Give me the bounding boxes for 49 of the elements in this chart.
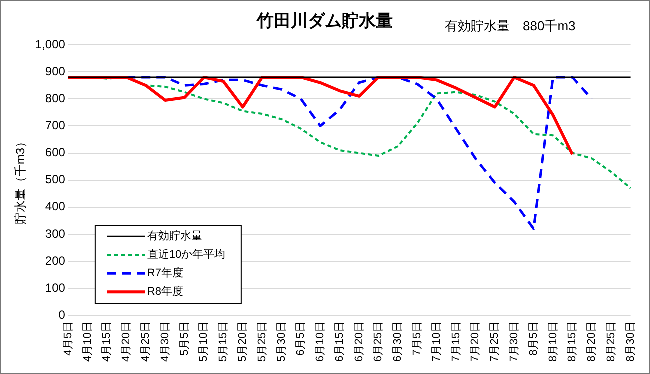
x-tick-label: 7月25日: [489, 322, 502, 362]
text: 有効貯水量 880千m3: [445, 18, 576, 34]
y-tick-label: 500: [45, 172, 66, 187]
y-tick-label: 600: [45, 146, 66, 160]
x-tick-label: 4月10日: [82, 322, 94, 362]
x-tick-label: 8月5日: [528, 322, 540, 356]
x-tick-label: 6月10日: [314, 322, 327, 362]
x-tick-label: 8月15日: [566, 322, 579, 362]
y-tick-label: 700: [45, 118, 66, 133]
chart-title: 竹田川ダム貯水量: [256, 12, 393, 31]
x-tick-label: 7月20日: [470, 322, 482, 362]
y-tick-label: 300: [45, 226, 66, 241]
y-axis-title: 貯水量（千m3）: [14, 136, 28, 225]
x-tick-label: 5月15日: [218, 322, 230, 362]
y-tick-label: 400: [45, 200, 66, 214]
x-tick-label: 6月30日: [392, 322, 404, 362]
x-tick-label: 5月5日: [178, 322, 191, 356]
x-tick-label: 4月15日: [101, 322, 114, 362]
line-series: [125, 76, 594, 230]
x-tick-label: 4月20日: [120, 322, 133, 362]
x-tick-label: 8月25日: [605, 322, 618, 362]
x-tick-label: 5月10日: [198, 322, 210, 362]
legend-label: R7年度: [147, 266, 184, 280]
y-tick-label: 900: [45, 64, 66, 78]
x-tick-label: 7月10日: [430, 322, 443, 362]
x-tick-label: 7月5日: [412, 322, 424, 356]
y-tick-label: 200: [45, 254, 66, 268]
x-tick-label: 6月15日: [334, 322, 346, 362]
x-tick-label: 4月5日: [62, 322, 74, 356]
y-tick-label: 100: [45, 280, 66, 295]
x-tick-label: 5月20日: [236, 322, 249, 362]
x-tick-label: 4月25日: [140, 322, 152, 362]
y-tick-label: 800: [45, 91, 66, 106]
x-tick-label: 7月30日: [508, 322, 520, 362]
x-tick-label: 6月5日: [295, 322, 308, 356]
x-tick-label: 5月30日: [276, 322, 288, 362]
x-tick-label: 8月30日: [624, 322, 637, 362]
x-tick-label: 6月25日: [372, 322, 385, 362]
x-tick-label: 8月20日: [586, 322, 598, 362]
x-tick-label: 8月10日: [547, 322, 560, 362]
x-tick-label: 5月25日: [256, 322, 268, 362]
x-tick-label: 4月30日: [159, 322, 172, 362]
legend-label: 有効貯水量: [147, 230, 202, 243]
x-tick-label: 7月15日: [450, 322, 462, 362]
legend-label: 直近10か年平均: [147, 248, 226, 262]
y-tick-label: 1,000: [35, 37, 66, 52]
y-tick-label: 0: [58, 308, 66, 322]
x-tick-label: 6月20日: [353, 322, 366, 362]
legend-label: R8年度: [147, 285, 184, 298]
